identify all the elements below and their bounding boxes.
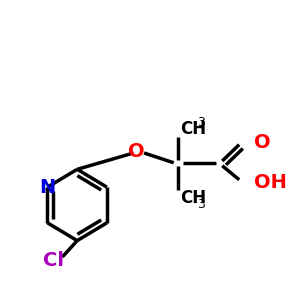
Text: O: O [128, 142, 145, 161]
Text: Cl: Cl [43, 251, 64, 270]
Text: O: O [254, 133, 271, 152]
Text: 3: 3 [198, 116, 206, 129]
Text: N: N [39, 178, 56, 197]
Text: 3: 3 [198, 198, 206, 211]
Text: OH: OH [254, 173, 287, 192]
Text: CH: CH [180, 189, 206, 207]
Text: CH: CH [180, 120, 206, 138]
